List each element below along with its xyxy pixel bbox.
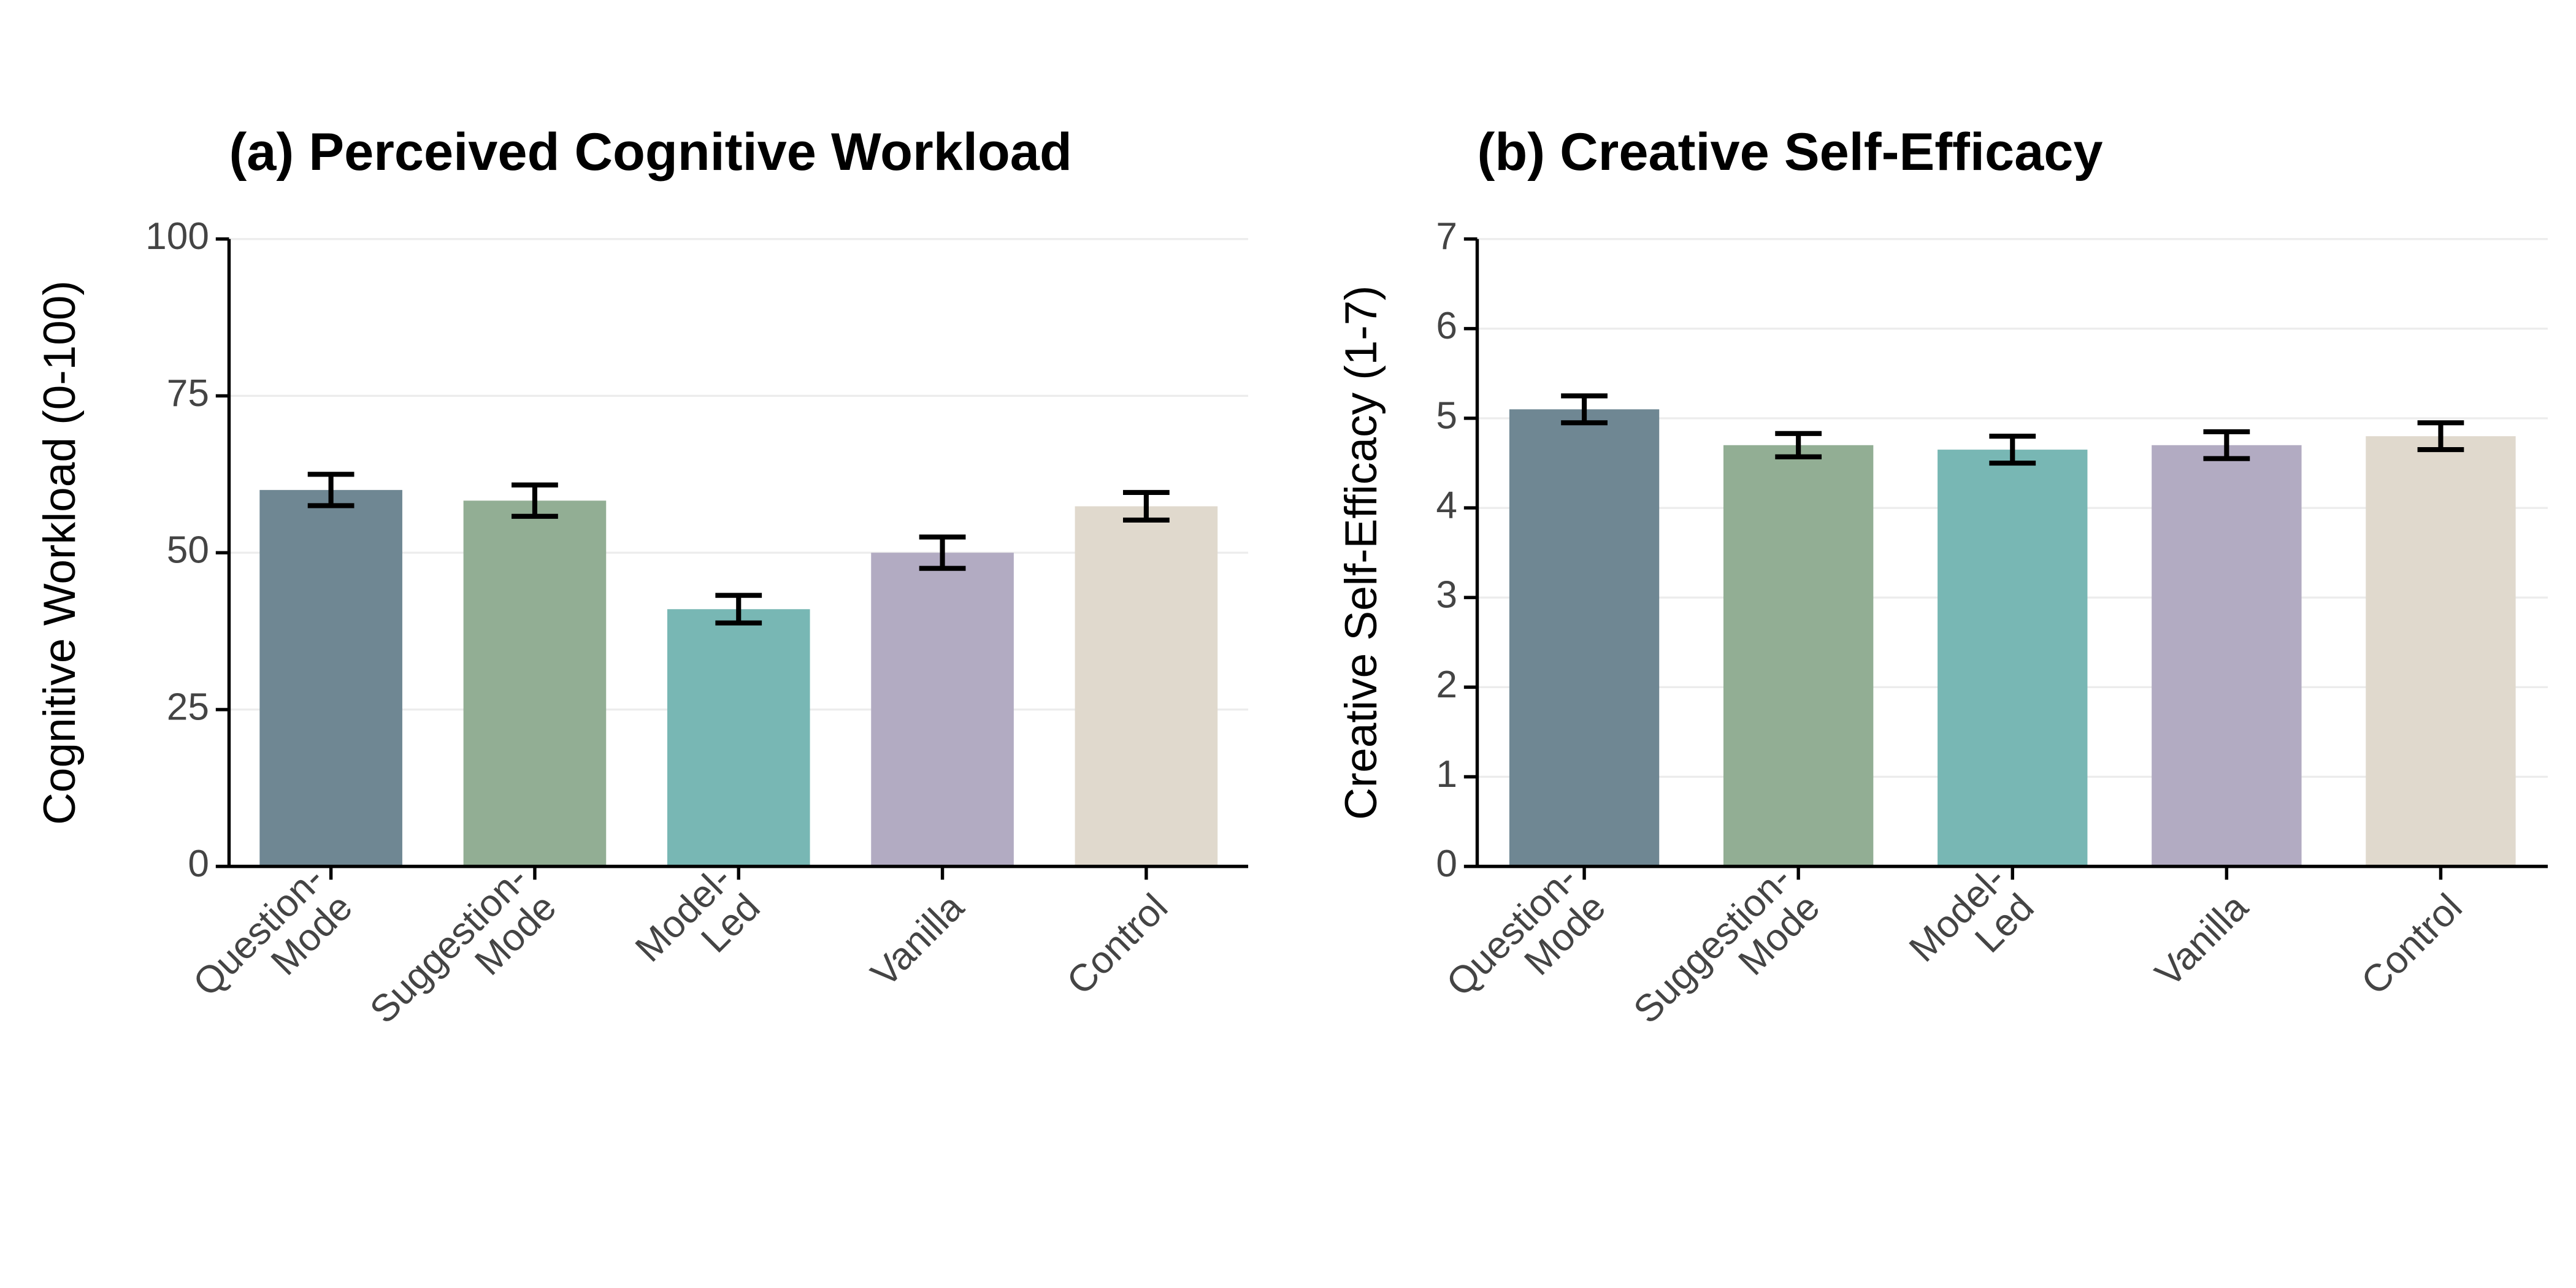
bar <box>1938 450 2088 867</box>
bar <box>259 489 402 867</box>
error-bar <box>512 482 558 519</box>
error-bar <box>307 472 355 508</box>
y-axis-label: Creative Self-Efficacy (1-7) <box>1336 285 1386 819</box>
error-bar <box>1123 489 1170 523</box>
bar <box>1509 409 1660 867</box>
error-bar <box>715 592 762 626</box>
bar <box>463 500 607 867</box>
bar <box>667 609 810 867</box>
y-tick-label: 3 <box>1436 574 1457 616</box>
y-tick-label: 7 <box>1436 215 1457 258</box>
bar <box>2366 436 2516 867</box>
y-tick-label: 50 <box>167 529 209 572</box>
error-bar <box>1775 431 1822 459</box>
bar <box>1723 445 1874 867</box>
y-tick-label: 6 <box>1436 305 1457 347</box>
y-axis-label: Cognitive Workload (0-100) <box>35 280 85 825</box>
y-tick-label: 0 <box>1436 843 1457 885</box>
error-bar <box>1989 434 2036 466</box>
error-bar <box>919 534 966 571</box>
y-tick-label: 5 <box>1436 394 1457 437</box>
error-bar <box>1561 393 1608 426</box>
y-tick-label: 75 <box>167 372 209 415</box>
bar <box>2152 445 2302 867</box>
y-tick-label: 2 <box>1436 664 1457 706</box>
y-tick-label: 100 <box>145 215 209 258</box>
y-tick-label: 1 <box>1436 753 1457 795</box>
y-tick-label: 0 <box>188 843 209 885</box>
bar <box>1075 506 1218 867</box>
bar <box>871 553 1014 867</box>
y-tick-label: 4 <box>1436 485 1457 527</box>
error-bar <box>2417 420 2464 453</box>
error-bar <box>2203 429 2250 461</box>
chart-title: (b) Creative Self-Efficacy <box>1478 123 2103 182</box>
y-tick-label: 25 <box>167 686 209 728</box>
chart-title: (a) Perceived Cognitive Workload <box>229 123 1071 182</box>
